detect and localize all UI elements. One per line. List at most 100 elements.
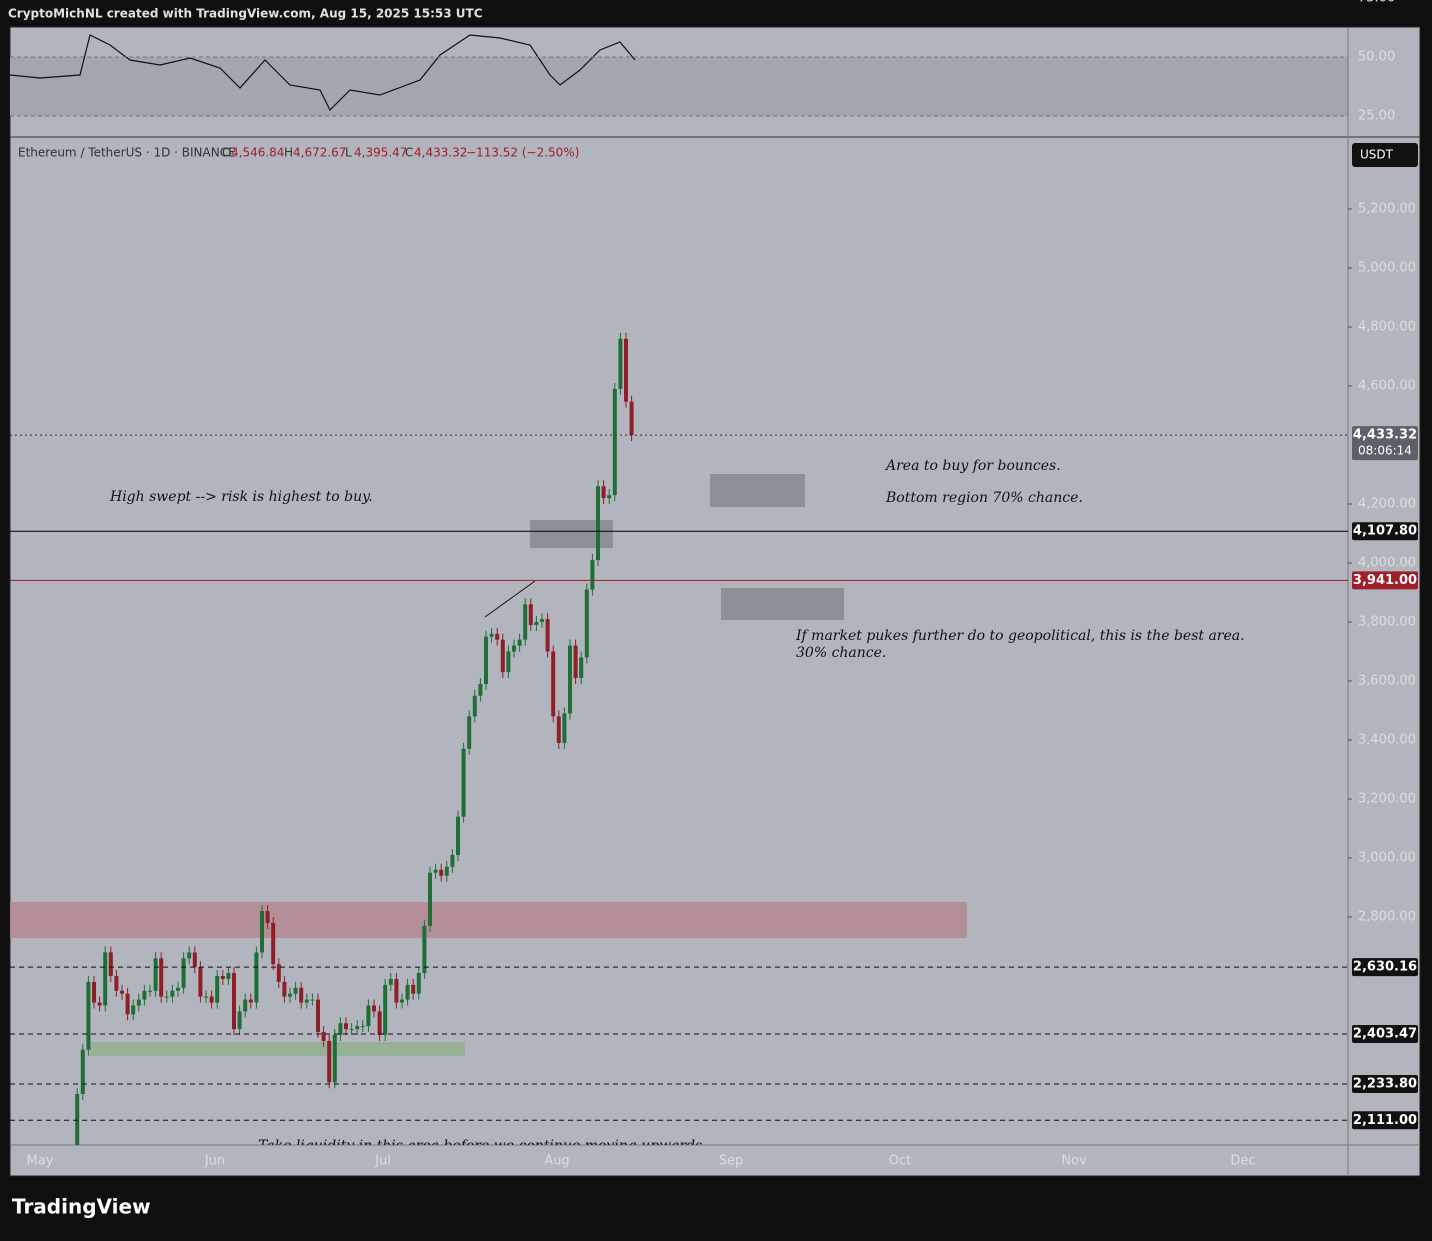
price-tick-label: 3,400.00 (1358, 733, 1416, 748)
candle (86, 981, 91, 1050)
candle (176, 987, 180, 991)
candle (75, 1094, 80, 1145)
time-label: Dec (1230, 1154, 1255, 1169)
candle (624, 338, 628, 402)
price-tick-label: 5,000.00 (1358, 261, 1416, 276)
candle (327, 1040, 332, 1083)
open: 4,546.84 (231, 146, 284, 160)
candle (142, 990, 147, 1000)
candle (355, 1026, 360, 1030)
candle (556, 716, 561, 743)
candle (405, 984, 410, 1000)
currency-box (1352, 143, 1418, 167)
candle (148, 990, 152, 992)
candle (528, 604, 533, 625)
level-box (1352, 958, 1418, 977)
time-label: Nov (1061, 1154, 1087, 1169)
candle (108, 952, 113, 976)
candle (360, 1026, 365, 1028)
time-label: Jun (204, 1154, 225, 1169)
price-tick-label: 4,600.00 (1358, 379, 1416, 394)
brand: TradingView (12, 1195, 151, 1219)
candle (618, 338, 623, 389)
candle (338, 1023, 343, 1035)
candle (601, 486, 606, 499)
candle (484, 636, 488, 684)
buy-box (721, 588, 844, 620)
candle (299, 987, 304, 1003)
candle (170, 990, 175, 997)
candle (349, 1029, 354, 1031)
candle (400, 999, 404, 1003)
rsi-band (10, 57, 1348, 116)
candle (187, 952, 192, 959)
annotation: If market pukes further do to geopolitic… (795, 628, 1245, 644)
candle (159, 958, 164, 997)
trend-line (484, 580, 536, 618)
annotation: Bottom region 70% chance. (885, 490, 1083, 506)
rsi-tick-label: 50.00 (1358, 50, 1395, 65)
candle (125, 993, 130, 1015)
candle (517, 639, 522, 646)
level-box (1352, 426, 1418, 461)
time-label: Sep (719, 1154, 744, 1169)
price-tick-label: 5,200.00 (1358, 202, 1416, 217)
symbol: Ethereum / TetherUS · 1D · BINANCE (18, 146, 236, 160)
time-label: Jul (374, 1154, 391, 1169)
candle (226, 973, 231, 979)
o-label: O (222, 146, 231, 160)
supply-zone (10, 902, 967, 938)
level-box (1352, 1111, 1418, 1130)
candle (383, 984, 388, 1035)
level-label: 2,233.80 (1353, 1077, 1417, 1092)
candle (198, 967, 203, 997)
candle (377, 1011, 382, 1035)
candle (131, 1005, 136, 1015)
candle (260, 911, 264, 953)
candle (344, 1023, 348, 1030)
candle (495, 633, 500, 640)
candle (523, 604, 528, 640)
candle (461, 748, 466, 817)
candle (153, 958, 158, 991)
candle (428, 872, 432, 926)
candle (500, 639, 505, 673)
candle (243, 999, 248, 1012)
c-label: C (405, 146, 413, 160)
candle (422, 925, 427, 974)
candle (562, 713, 567, 743)
level-label: 2,630.16 (1353, 960, 1417, 975)
plot (10, 332, 967, 1145)
buy-box (530, 520, 613, 548)
level-label: 2,403.47 (1353, 1026, 1417, 1041)
annotation: High swept --> risk is highest to buy. (109, 489, 373, 505)
buy-box (710, 474, 805, 507)
candle (512, 645, 516, 652)
candle (506, 651, 511, 673)
candle (164, 996, 169, 998)
candle (114, 976, 119, 991)
candle (80, 1049, 85, 1094)
candle (450, 855, 455, 867)
level-label: 3,941.00 (1353, 573, 1417, 588)
candle (282, 981, 287, 997)
candle (181, 958, 186, 988)
candle (276, 964, 281, 982)
level-box (1352, 571, 1418, 590)
candle (573, 645, 578, 679)
candle (596, 486, 600, 561)
candle (545, 619, 550, 652)
rsi-tick-label: 25.00 (1358, 109, 1395, 124)
candle (416, 973, 421, 994)
currency: USDT (1360, 148, 1394, 162)
candle (120, 990, 124, 994)
candle (579, 657, 584, 679)
price-tick-label: 4,200.00 (1358, 497, 1416, 512)
candle (590, 560, 595, 590)
time-label: May (27, 1154, 54, 1169)
countdown: 08:06:14 (1358, 444, 1412, 458)
level-label: 4,107.80 (1353, 524, 1417, 539)
candle (97, 1002, 102, 1006)
candle (215, 976, 220, 1003)
time-label: Oct (889, 1154, 911, 1169)
